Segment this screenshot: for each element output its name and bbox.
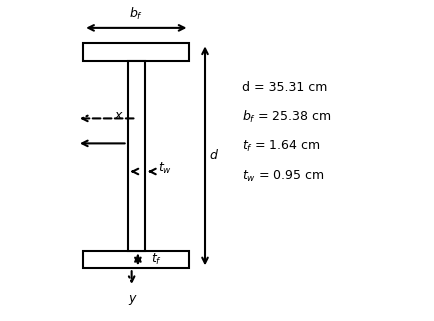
Text: d: d [209,149,217,162]
Bar [83,43,189,61]
Bar [83,251,189,268]
Text: y: y [128,292,135,305]
Text: d = 35.31 cm: d = 35.31 cm [242,81,327,94]
Text: $b_f$ = 25.38 cm: $b_f$ = 25.38 cm [242,109,331,125]
Bar [127,61,145,251]
Text: $t_w$: $t_w$ [157,161,171,176]
Text: $b_f$: $b_f$ [129,6,143,22]
Text: $t_f$ = 1.64 cm: $t_f$ = 1.64 cm [242,139,320,154]
Text: x: x [114,109,121,122]
Text: $t_w$ = 0.95 cm: $t_w$ = 0.95 cm [242,169,324,184]
Text: $t_f$: $t_f$ [151,252,162,267]
